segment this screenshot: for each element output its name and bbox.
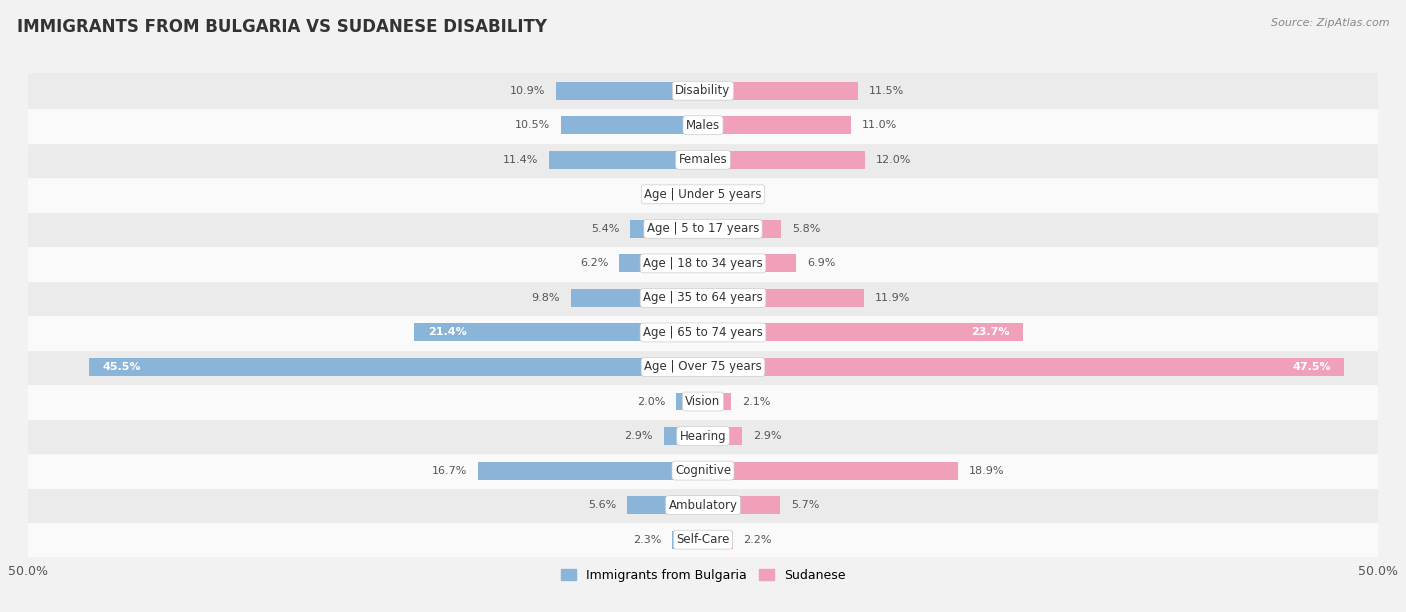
Bar — [28, 108, 1378, 143]
Text: 11.4%: 11.4% — [503, 155, 538, 165]
Bar — [688, 185, 703, 203]
Legend: Immigrants from Bulgaria, Sudanese: Immigrants from Bulgaria, Sudanese — [555, 564, 851, 587]
Bar — [619, 255, 703, 272]
Text: 23.7%: 23.7% — [972, 327, 1010, 337]
Text: 10.9%: 10.9% — [510, 86, 546, 95]
Bar — [28, 281, 1378, 315]
Bar — [676, 392, 703, 411]
Text: Ambulatory: Ambulatory — [668, 499, 738, 512]
Bar — [28, 177, 1378, 212]
Text: 5.7%: 5.7% — [790, 500, 820, 510]
Bar — [28, 453, 1378, 488]
Bar — [630, 220, 703, 238]
Bar — [703, 358, 1344, 376]
Bar — [555, 82, 703, 100]
Text: 11.5%: 11.5% — [869, 86, 904, 95]
Text: Source: ZipAtlas.com: Source: ZipAtlas.com — [1271, 18, 1389, 28]
Bar — [28, 315, 1378, 349]
Bar — [703, 116, 852, 134]
Text: 5.8%: 5.8% — [792, 224, 821, 234]
Text: Males: Males — [686, 119, 720, 132]
Text: 21.4%: 21.4% — [427, 327, 467, 337]
Text: 16.7%: 16.7% — [432, 466, 467, 476]
Bar — [703, 392, 731, 411]
Text: 11.9%: 11.9% — [875, 293, 910, 303]
Text: 11.0%: 11.0% — [862, 120, 897, 130]
Text: 2.9%: 2.9% — [624, 431, 652, 441]
Text: 12.0%: 12.0% — [876, 155, 911, 165]
Text: 9.8%: 9.8% — [531, 293, 560, 303]
Text: Hearing: Hearing — [679, 430, 727, 442]
Text: Females: Females — [679, 153, 727, 166]
Bar — [627, 496, 703, 514]
Text: Disability: Disability — [675, 84, 731, 97]
Text: Age | 35 to 64 years: Age | 35 to 64 years — [643, 291, 763, 304]
Bar — [28, 246, 1378, 281]
Bar — [478, 461, 703, 480]
Bar — [703, 255, 796, 272]
Bar — [703, 531, 733, 548]
Text: Age | 5 to 17 years: Age | 5 to 17 years — [647, 222, 759, 236]
Bar — [703, 185, 718, 203]
Bar — [550, 151, 703, 169]
Bar — [703, 289, 863, 307]
Text: IMMIGRANTS FROM BULGARIA VS SUDANESE DISABILITY: IMMIGRANTS FROM BULGARIA VS SUDANESE DIS… — [17, 18, 547, 36]
Text: 2.3%: 2.3% — [633, 535, 661, 545]
Text: 45.5%: 45.5% — [103, 362, 141, 372]
Text: 47.5%: 47.5% — [1292, 362, 1330, 372]
Bar — [28, 73, 1378, 108]
Text: Vision: Vision — [685, 395, 721, 408]
Bar — [89, 358, 703, 376]
Bar — [28, 419, 1378, 453]
Text: 2.0%: 2.0% — [637, 397, 665, 406]
Text: 6.2%: 6.2% — [581, 258, 609, 269]
Text: 5.4%: 5.4% — [591, 224, 619, 234]
Text: Cognitive: Cognitive — [675, 464, 731, 477]
Bar — [28, 488, 1378, 523]
Bar — [703, 324, 1024, 341]
Bar — [703, 461, 957, 480]
Text: Self-Care: Self-Care — [676, 533, 730, 546]
Text: 6.9%: 6.9% — [807, 258, 835, 269]
Bar — [28, 384, 1378, 419]
Text: 1.1%: 1.1% — [650, 189, 678, 200]
Bar — [703, 496, 780, 514]
Text: 2.2%: 2.2% — [744, 535, 772, 545]
Text: 1.1%: 1.1% — [728, 189, 756, 200]
Text: 2.1%: 2.1% — [742, 397, 770, 406]
Text: Age | Under 5 years: Age | Under 5 years — [644, 188, 762, 201]
Text: 18.9%: 18.9% — [969, 466, 1004, 476]
Bar — [703, 427, 742, 445]
Bar — [664, 427, 703, 445]
Bar — [28, 349, 1378, 384]
Bar — [571, 289, 703, 307]
Text: 5.6%: 5.6% — [588, 500, 617, 510]
Text: Age | 18 to 34 years: Age | 18 to 34 years — [643, 257, 763, 270]
Bar — [28, 212, 1378, 246]
Text: 10.5%: 10.5% — [515, 120, 551, 130]
Bar — [561, 116, 703, 134]
Text: 2.9%: 2.9% — [754, 431, 782, 441]
Bar — [415, 324, 703, 341]
Bar — [703, 220, 782, 238]
Text: Age | Over 75 years: Age | Over 75 years — [644, 360, 762, 373]
Bar — [28, 523, 1378, 557]
Bar — [28, 143, 1378, 177]
Bar — [703, 151, 865, 169]
Bar — [703, 82, 858, 100]
Text: Age | 65 to 74 years: Age | 65 to 74 years — [643, 326, 763, 339]
Bar — [672, 531, 703, 548]
